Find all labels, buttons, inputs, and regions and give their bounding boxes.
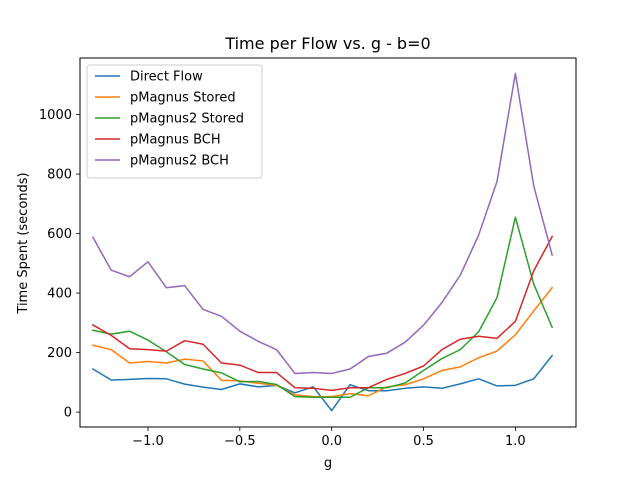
series-line-3 <box>91 235 554 392</box>
legend-label-4: pMagnus2 BCH <box>130 154 229 169</box>
y-axis: 0 200 400 600 800 1000 <box>39 108 80 421</box>
legend-label-2: pMagnus2 Stored <box>130 112 244 127</box>
series-line-4 <box>91 72 554 375</box>
legend-label-1: pMagnus Stored <box>130 91 236 106</box>
x-tick-label: 0.5 <box>413 434 434 449</box>
x-tick-label: 0.0 <box>321 434 342 449</box>
y-axis-label: Time Spent (seconds) <box>16 172 31 314</box>
y-tick-label: 400 <box>47 287 72 302</box>
x-tick-label: 1.0 <box>505 434 526 449</box>
x-axis-label: g <box>324 456 332 471</box>
series-line-0 <box>91 354 554 412</box>
y-tick-label: 800 <box>47 168 72 183</box>
y-tick-label: 1000 <box>39 108 72 123</box>
chart-title: Time per Flow vs. g - b=0 <box>224 34 430 53</box>
legend-label-0: Direct Flow <box>130 70 203 85</box>
y-tick-label: 0 <box>64 406 72 421</box>
x-tick-label: −1.0 <box>132 434 164 449</box>
axes-frame <box>79 57 577 428</box>
y-tick-label: 200 <box>47 346 72 361</box>
series-line-2 <box>91 216 554 398</box>
y-tick-label: 600 <box>47 227 72 242</box>
plot-area <box>91 72 554 412</box>
legend: Direct Flow pMagnus Stored pMagnus2 Stored… <box>86 64 263 179</box>
x-tick-label: −0.5 <box>224 434 256 449</box>
legend-box <box>86 64 263 179</box>
legend-label-3: pMagnus BCH <box>130 133 221 148</box>
x-axis: −1.0 −0.5 0.0 0.5 1.0 <box>132 427 526 449</box>
